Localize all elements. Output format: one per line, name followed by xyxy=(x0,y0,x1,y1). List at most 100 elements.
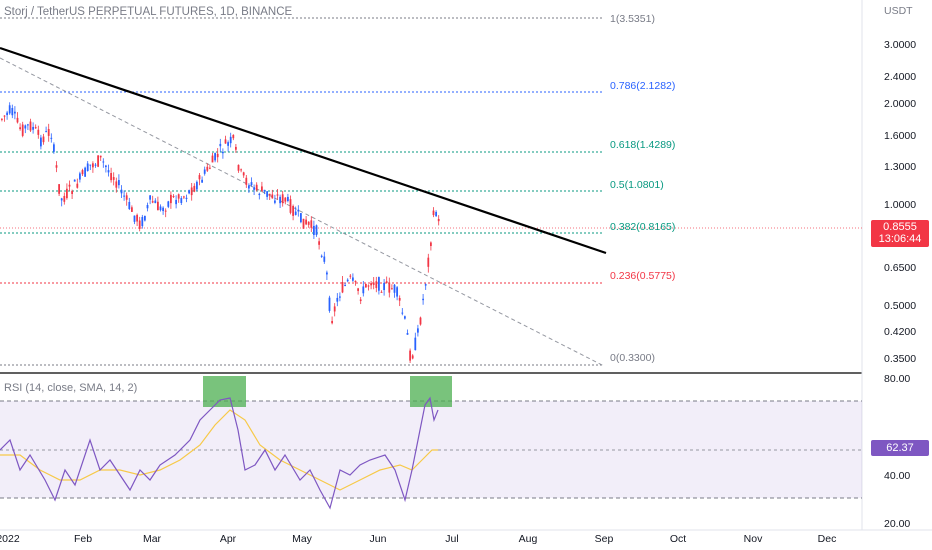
time-label: Nov xyxy=(744,533,763,545)
candle xyxy=(248,185,250,189)
rsi-scale[interactable]: 80.00 40.00 20.00 xyxy=(884,373,910,530)
candle xyxy=(281,194,284,204)
candle xyxy=(185,197,188,199)
rsi-value-badge: 62.37 xyxy=(871,440,929,456)
candle xyxy=(123,195,125,197)
rsi-ma-line[interactable] xyxy=(0,409,438,491)
price-scale-currency: USDT xyxy=(884,5,913,17)
overbought-highlight-apr[interactable] xyxy=(203,376,246,407)
rsi-tick: 40.00 xyxy=(884,470,910,482)
fib-label-0382: 0.382(0.8165) xyxy=(610,221,675,233)
candle xyxy=(177,194,180,199)
candle xyxy=(294,211,297,215)
candle xyxy=(170,194,172,204)
candle xyxy=(261,186,263,192)
symbol-title[interactable]: Storj / TetherUS PERPETUAL FUTURES, 1D, … xyxy=(4,6,293,18)
candle xyxy=(222,151,224,154)
candle xyxy=(388,282,391,293)
candle xyxy=(250,182,253,186)
candle xyxy=(66,188,68,199)
candle xyxy=(396,287,398,297)
time-label: Mar xyxy=(143,533,162,545)
candle xyxy=(274,200,276,203)
dashed-trendline[interactable] xyxy=(0,57,605,367)
candle xyxy=(211,155,214,163)
rsi-indicator-title[interactable]: RSI (14, close, SMA, 14, 2) xyxy=(4,382,138,394)
candle xyxy=(300,213,302,223)
price-tick: 2.4000 xyxy=(884,71,916,83)
bar-countdown: 13:06:44 xyxy=(878,233,922,245)
fib-label-05: 0.5(1.0801) xyxy=(610,179,664,191)
time-label: Aug xyxy=(519,533,538,545)
candle xyxy=(190,187,193,196)
candle xyxy=(164,210,167,212)
candle xyxy=(105,165,107,168)
candle xyxy=(276,194,279,196)
candle xyxy=(73,179,76,182)
candle xyxy=(240,169,242,171)
candle xyxy=(89,164,92,166)
candle xyxy=(297,209,300,212)
rsi-band-background xyxy=(0,401,862,498)
candle xyxy=(120,189,123,194)
time-label: Feb xyxy=(74,533,92,545)
candle xyxy=(144,215,146,221)
candle xyxy=(24,125,27,129)
last-price-badge: 0.8555 13:06:44 xyxy=(871,220,929,247)
candle xyxy=(323,256,326,262)
time-axis[interactable]: 2022 Feb Mar Apr May Jun Jul Aug Sep Oct… xyxy=(0,533,836,545)
candle xyxy=(237,164,240,171)
rsi-line[interactable] xyxy=(0,396,439,510)
candle xyxy=(216,153,219,158)
main-trendline[interactable] xyxy=(0,46,607,255)
candle xyxy=(29,121,32,131)
candle xyxy=(437,218,440,222)
fib-label-0: 0(0.3300) xyxy=(610,352,655,364)
candle xyxy=(391,288,393,290)
candle xyxy=(344,284,346,286)
candle xyxy=(372,282,375,285)
candle xyxy=(292,205,294,216)
candle xyxy=(378,277,380,291)
candle xyxy=(40,137,42,147)
candle xyxy=(183,196,185,198)
candle xyxy=(341,282,344,293)
candle xyxy=(71,191,73,194)
time-label: Jun xyxy=(370,533,387,545)
candle xyxy=(3,115,6,117)
fib-retracement[interactable]: 1(3.5351) 0.786(2.1282) 0.618(1.4289) 0.… xyxy=(0,13,675,366)
candle xyxy=(313,225,315,235)
candle xyxy=(253,187,255,190)
candle xyxy=(128,201,131,210)
candle xyxy=(159,206,162,211)
candle xyxy=(279,196,281,204)
candle xyxy=(102,161,105,163)
candle xyxy=(406,332,409,335)
candle xyxy=(349,275,352,277)
price-tick: 3.0000 xyxy=(884,39,916,51)
candle xyxy=(14,111,16,114)
candle xyxy=(227,142,229,146)
candle xyxy=(219,143,222,147)
candle xyxy=(427,257,430,267)
candle xyxy=(34,127,37,129)
candle xyxy=(268,193,271,196)
candle xyxy=(125,195,128,200)
candle xyxy=(302,218,305,229)
candle xyxy=(242,172,245,176)
candle xyxy=(1,118,3,120)
candle xyxy=(320,255,323,257)
candle xyxy=(157,201,159,211)
candle xyxy=(97,155,99,167)
price-scale[interactable]: USDT 3.0000 2.4000 2.0000 1.6000 1.3000 … xyxy=(884,5,916,365)
fib-label-0236: 0.236(0.5775) xyxy=(610,270,675,282)
candle xyxy=(255,184,258,191)
candle xyxy=(79,173,81,180)
candle xyxy=(411,355,414,359)
candle xyxy=(333,306,336,312)
candlestick-series[interactable] xyxy=(1,102,440,364)
candle xyxy=(266,191,268,197)
fib-label-0618: 0.618(1.4289) xyxy=(610,139,675,151)
candle xyxy=(385,281,388,283)
